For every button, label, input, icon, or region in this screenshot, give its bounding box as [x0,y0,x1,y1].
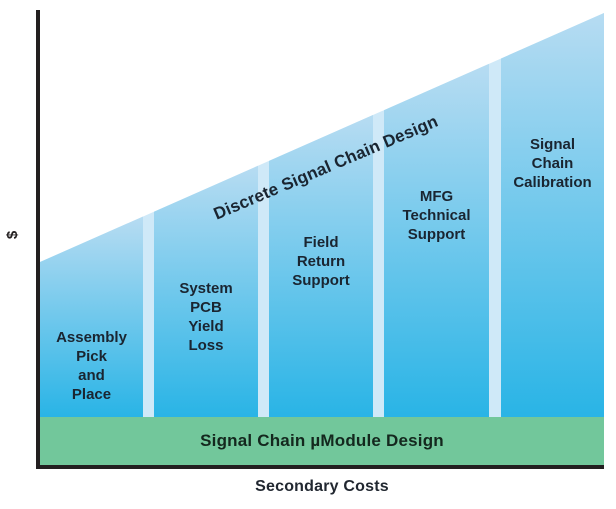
segment-label: Field Return Support [292,234,350,289]
y-axis-label: $ [4,230,21,240]
segment-assembly-pick-and-place: Assembly Pick and Place [40,13,143,417]
segment-label: Signal Chain Calibration [513,136,592,191]
x-axis-label: Secondary Costs [255,478,389,495]
segment-mfg-technical-support: MFG Technical Support [384,13,489,417]
x-axis-line [36,465,604,469]
segment-field-return-support: Field Return Support [269,13,373,417]
segment-label: Assembly Pick and Place [56,329,127,403]
segment-label: MFG Technical Support [402,188,471,243]
segment-signal-chain-calibration: Signal Chain Calibration [501,13,604,417]
base-band-label: Signal Chain µModule Design [200,431,444,450]
segment-label: System PCB Yield Loss [179,280,233,354]
y-axis-line [36,10,40,469]
base-band: Signal Chain µModule Design [40,417,604,465]
plot-area: Assembly Pick and Place System PCB Yield… [40,13,604,417]
